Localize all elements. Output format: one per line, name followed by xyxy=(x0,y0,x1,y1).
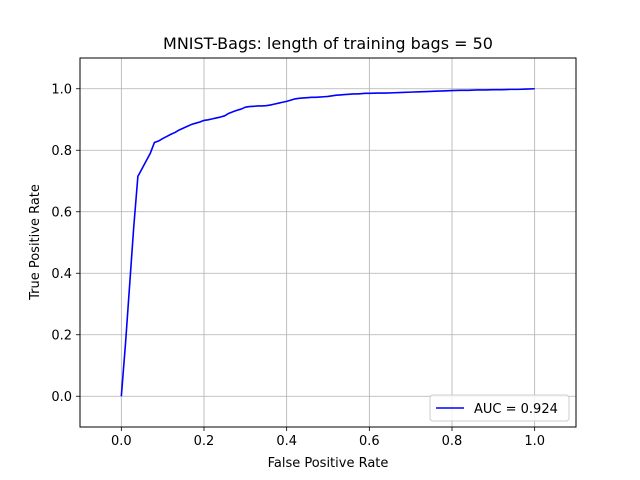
legend: AUC = 0.924 xyxy=(430,395,569,421)
x-tick-label: 0.2 xyxy=(194,434,215,449)
y-tick-label: 0.4 xyxy=(51,267,72,282)
x-tick-label: 0.4 xyxy=(276,434,297,449)
x-tick-label: 0.8 xyxy=(442,434,463,449)
y-tick-label: 0.8 xyxy=(51,144,72,159)
x-axis-label: False Positive Rate xyxy=(268,456,389,471)
x-tick-label: 0.0 xyxy=(111,434,132,449)
y-tick-label: 0.2 xyxy=(51,328,72,343)
y-tick-label: 0.6 xyxy=(51,205,72,220)
y-axis-label: True Positive Rate xyxy=(28,184,43,301)
x-tick-label: 1.0 xyxy=(524,434,545,449)
legend-label: AUC = 0.924 xyxy=(474,402,558,417)
x-tick-label: 0.6 xyxy=(359,434,380,449)
chart-title: MNIST-Bags: length of training bags = 50 xyxy=(163,34,493,53)
y-tick-label: 0.0 xyxy=(51,390,72,405)
y-tick-label: 1.0 xyxy=(51,82,72,97)
